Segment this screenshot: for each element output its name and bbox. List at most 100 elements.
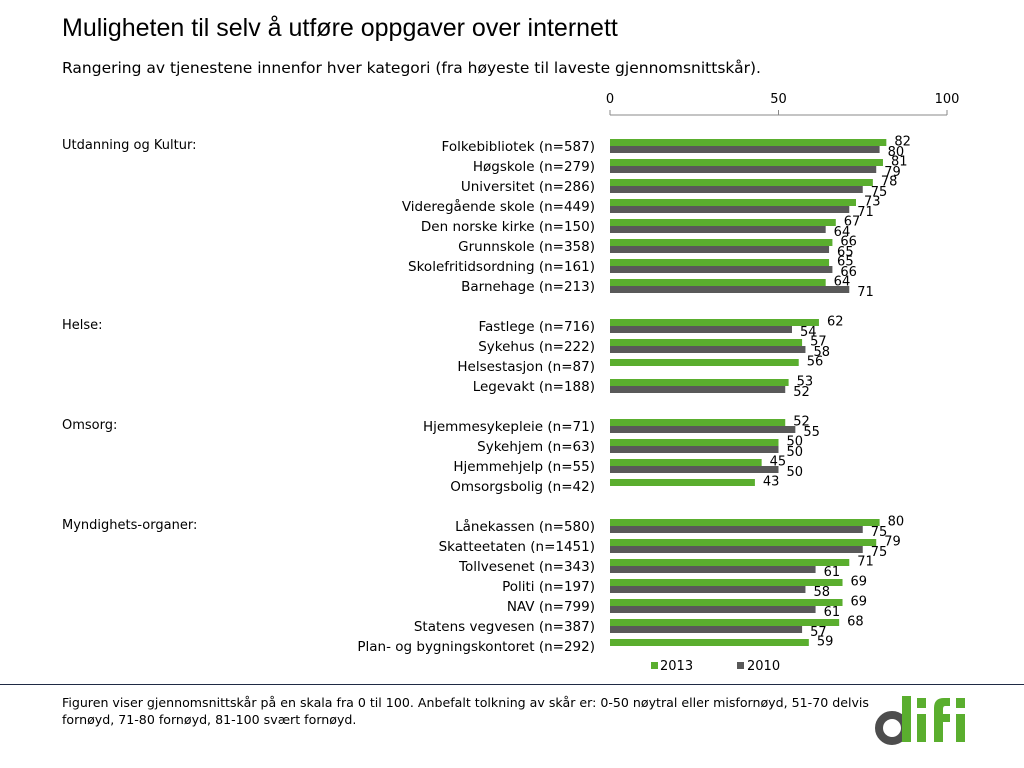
data-label-2013: 73 [864,195,881,210]
bar-2013 [610,179,873,186]
x-tick-label: 0 [606,92,614,107]
logo-i1-stem [917,714,926,742]
data-label-2010: 64 [834,225,851,240]
data-label-2010: 79 [884,165,901,180]
data-label-2013: 82 [894,135,911,150]
bar-2013 [610,259,830,266]
bar-2013 [610,519,880,526]
footer-divider [0,684,1024,685]
bar-2010 [610,446,779,453]
data-label-2010: 75 [871,545,888,560]
legend-label-2013: 2013 [660,659,693,674]
bar-2013 [610,199,857,206]
data-label-2013: 53 [797,375,814,390]
bar-2010 [610,466,779,473]
bar-2010 [610,526,863,533]
bar-2010 [610,206,850,213]
logo-i2-dot [956,698,965,708]
data-label-2010: 54 [800,325,817,340]
data-label-2013: 67 [844,215,861,230]
page-title: Muligheten til selv å utføre oppgaver ov… [62,14,618,42]
category-label: Omsorgsbolig (n=42) [450,479,595,495]
data-label-2010: 52 [793,385,810,400]
data-label-2010: 65 [837,245,854,260]
category-label: Den norske kirke (n=150) [421,219,595,235]
bar-2010 [610,626,803,633]
bar-chart: 0 50 100 Utdanning og Kultur: Folkebibliotek… [62,92,960,674]
bar-2013 [610,279,826,286]
data-label-2013: 68 [847,615,864,630]
page-subtitle: Rangering av tjenestene innenfor hver ka… [62,59,761,77]
category-label: Grunnskole (n=358) [458,239,595,255]
data-label-2013: 45 [770,455,787,470]
bar-2013 [610,479,755,486]
x-tick-label: 100 [935,92,960,107]
data-label-2010: 75 [871,185,888,200]
data-label-2013: 65 [837,255,854,270]
data-label-2013: 80 [888,515,905,530]
data-label-2013: 52 [793,415,810,430]
legend-swatch-2013 [651,662,658,669]
bar-2010 [610,246,830,253]
bar-2013 [610,419,786,426]
group-label: Utdanning og Kultur: [62,138,196,153]
bar-2013 [610,359,799,366]
group-label: Myndighets-organer: [62,518,197,533]
data-label-2010: 75 [871,525,888,540]
bar-2010 [610,146,880,153]
data-label-2013: 71 [857,555,874,570]
category-label: Statens vegvesen (n=387) [414,619,595,635]
category-label: Sykehus (n=222) [478,339,595,355]
bar-2010 [610,166,877,173]
bar-2010 [610,566,816,573]
bar-2010 [610,326,792,333]
data-label-2010: 58 [813,345,830,360]
logo-i2-stem [956,714,965,742]
category-label: Skatteetaten (n=1451) [439,539,595,555]
data-label-2010: 50 [787,445,804,460]
data-label-2013: 62 [827,315,844,330]
category-label: Skolefritidsordning (n=161) [408,259,595,275]
bar-2013 [610,639,809,646]
data-label-2013: 43 [763,475,780,490]
bar-2010 [610,546,863,553]
data-label-2013: 56 [807,355,824,370]
category-label: Sykehjem (n=63) [477,439,595,455]
data-label-2013: 69 [851,595,868,610]
bar-2013 [610,579,843,586]
bar-2010 [610,606,816,613]
category-label: Politi (n=197) [502,579,595,595]
data-label-2010: 61 [824,565,841,580]
data-label-2010: 50 [787,465,804,480]
bar-2013 [610,559,850,566]
logo-d-bowl [875,711,909,745]
bar-2013 [610,379,789,386]
bar-2013 [610,219,836,226]
category-label: Hjemmehjelp (n=55) [453,459,595,475]
data-label-2013: 78 [881,175,898,190]
bar-2013 [610,599,843,606]
category-label: Plan- og bygningskontoret (n=292) [357,639,595,655]
logo-i1-dot [917,698,926,708]
data-label-2010: 71 [857,205,874,220]
category-label: Fastlege (n=716) [478,319,595,335]
category-label: Legevakt (n=188) [473,379,595,395]
footer-note: Figuren viser gjennomsnittskår på en ska… [62,695,869,727]
legend-label-2010: 2010 [747,659,780,674]
bar-2013 [610,619,840,626]
category-label: Universitet (n=286) [461,179,595,195]
bar-2013 [610,539,877,546]
bar-2013 [610,159,883,166]
category-label: Hjemmesykepleie (n=71) [423,419,595,435]
bar-2010 [610,286,850,293]
bar-2010 [610,426,796,433]
logo-d-stem [902,696,911,742]
legend-swatch-2010 [737,662,744,669]
category-label: Videregående skole (n=449) [402,198,595,215]
data-label-2013: 81 [891,155,908,170]
data-label-2013: 57 [810,335,827,350]
category-label: Tollvesenet (n=343) [458,559,595,575]
bar-2013 [610,319,819,326]
difi-logo [875,696,965,745]
data-label-2013: 69 [851,575,868,590]
